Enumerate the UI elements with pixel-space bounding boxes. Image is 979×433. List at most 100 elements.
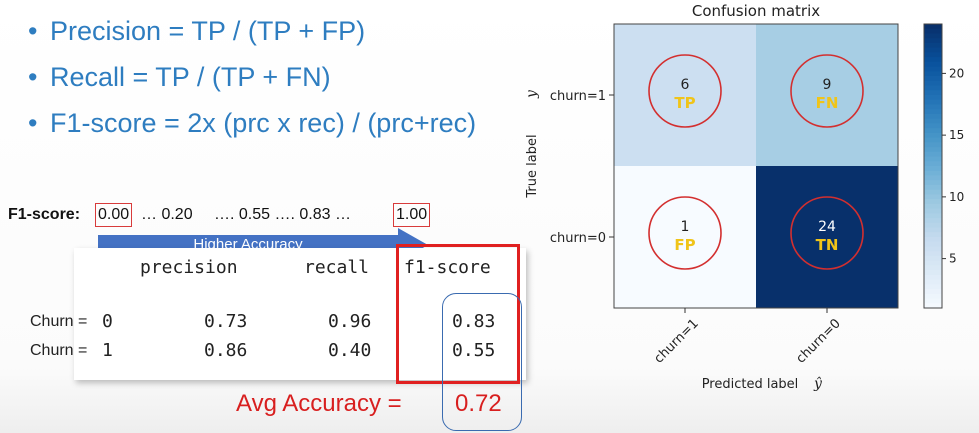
colorbar-segment bbox=[924, 180, 942, 186]
header-recall: recall bbox=[304, 257, 370, 278]
colorbar-segment bbox=[924, 227, 942, 233]
row-1-precision: 0.86 bbox=[204, 340, 248, 361]
colorbar-segment bbox=[924, 298, 942, 304]
colorbar-segment bbox=[924, 38, 942, 44]
f1-scale-max: 1.00 bbox=[392, 203, 431, 227]
colorbar-segment bbox=[924, 128, 942, 134]
colorbar-tick-label: 20 bbox=[949, 66, 964, 80]
f1-bullet: • F1-score = 2x (prc x rec) / (prc+rec) bbox=[28, 100, 476, 146]
chart-title: Confusion matrix bbox=[692, 2, 820, 20]
colorbar-segment bbox=[924, 260, 942, 266]
colorbar-segment bbox=[924, 199, 942, 205]
y-tick-label: churn=0 bbox=[550, 231, 606, 246]
colorbar-segment bbox=[924, 161, 942, 167]
colorbar-segment bbox=[924, 274, 942, 281]
y-axis-symbol: y bbox=[524, 89, 540, 99]
colorbar-segment bbox=[924, 151, 942, 158]
row-0-f1: 0.83 bbox=[452, 311, 496, 332]
heatmap-cell bbox=[614, 24, 756, 166]
colorbar-segment bbox=[924, 303, 942, 309]
colorbar-segment bbox=[924, 28, 942, 35]
row-0-recall: 0.96 bbox=[328, 311, 372, 332]
x-tick-label: churn=1 bbox=[652, 316, 702, 366]
colorbar-segment bbox=[924, 104, 942, 110]
bullet-dot: • bbox=[28, 108, 38, 138]
colorbar-segment bbox=[924, 118, 942, 124]
precision-formula: Precision = TP / (TP + FP) bbox=[50, 16, 366, 46]
recall-formula: Recall = TP / (TP + FN) bbox=[50, 62, 331, 92]
row-0-class: 0 bbox=[102, 311, 113, 332]
colorbar-segment bbox=[924, 293, 942, 300]
cell-highlight-circle bbox=[648, 54, 722, 128]
colorbar-segment bbox=[924, 95, 942, 101]
cell-tag: FN bbox=[816, 94, 839, 112]
colorbar-segment bbox=[924, 279, 942, 285]
colorbar-segment bbox=[924, 66, 942, 72]
cell-value: 9 bbox=[823, 77, 832, 93]
colorbar-segment bbox=[924, 109, 942, 115]
colorbar-segment bbox=[924, 237, 942, 243]
formula-list: • Precision = TP / (TP + FP) • Recall = TP… bbox=[28, 8, 476, 146]
heatmap-cell bbox=[614, 166, 756, 308]
avg-accuracy-label: Avg Accuracy = bbox=[236, 390, 402, 417]
colorbar-segment bbox=[924, 76, 942, 82]
colorbar-segment bbox=[924, 156, 942, 162]
colorbar-segment bbox=[924, 99, 942, 106]
f1-scale-mid-a: … 0.20 bbox=[141, 206, 193, 223]
colorbar-tick-label: 10 bbox=[949, 190, 964, 204]
cell-tag: TN bbox=[816, 236, 839, 254]
f1-column-highlight bbox=[396, 244, 520, 384]
cell-highlight-circle bbox=[790, 54, 864, 128]
colorbar-segment bbox=[924, 47, 942, 53]
f1-scale-mid-b: …. 0.55 …. 0.83 … bbox=[214, 206, 351, 223]
cell-tag: TP bbox=[674, 94, 695, 112]
matrix-frame bbox=[613, 23, 899, 309]
colorbar-segment bbox=[924, 147, 942, 153]
colorbar-segment bbox=[924, 80, 942, 87]
cell-value: 6 bbox=[681, 77, 690, 93]
f1-values-outline bbox=[442, 293, 522, 431]
recall-bullet: • Recall = TP / (TP + FN) bbox=[28, 54, 476, 100]
colorbar-segment bbox=[924, 142, 942, 148]
colorbar-segment bbox=[924, 175, 942, 181]
colorbar-segment bbox=[924, 42, 942, 49]
row-1-label: Churn = bbox=[30, 342, 88, 359]
heatmap-cell bbox=[756, 166, 898, 308]
colorbar-segment bbox=[924, 123, 942, 129]
x-axis-label: Predicted label bbox=[702, 377, 799, 392]
colorbar-frame bbox=[923, 23, 943, 309]
header-precision: precision bbox=[140, 257, 238, 278]
row-0-label: Churn = bbox=[30, 313, 88, 330]
f1-scale-label: F1-score: bbox=[8, 206, 81, 223]
y-tick-label: churn=1 bbox=[550, 89, 606, 104]
row-0-precision: 0.73 bbox=[204, 311, 248, 332]
colorbar-segment bbox=[924, 90, 942, 96]
row-1-recall: 0.40 bbox=[328, 340, 372, 361]
f1-formula: F1-score = 2x (prc x rec) / (prc+rec) bbox=[50, 108, 477, 138]
x-axis-symbol: ŷ bbox=[813, 375, 823, 392]
bullet-dot: • bbox=[28, 62, 38, 92]
colorbar-segment bbox=[924, 289, 942, 295]
y-axis-label: True label bbox=[525, 134, 540, 198]
colorbar-tick-label: 15 bbox=[949, 128, 964, 142]
colorbar-segment bbox=[924, 52, 942, 58]
colorbar-segment bbox=[924, 218, 942, 224]
colorbar-segment bbox=[924, 71, 942, 77]
colorbar-segment bbox=[924, 222, 942, 229]
header-f1: f1-score bbox=[404, 257, 491, 278]
classification-report bbox=[74, 248, 526, 380]
colorbar-segment bbox=[924, 251, 942, 257]
cell-highlight-circle bbox=[648, 196, 722, 270]
colorbar-segment bbox=[924, 265, 942, 271]
colorbar-segment bbox=[924, 137, 942, 143]
colorbar-segment bbox=[924, 33, 942, 39]
colorbar-segment bbox=[924, 132, 942, 139]
bullet-dot: • bbox=[28, 16, 38, 46]
colorbar-segment bbox=[924, 241, 942, 248]
colorbar-segment bbox=[924, 232, 942, 238]
colorbar-segment bbox=[924, 284, 942, 290]
colorbar-segment bbox=[924, 270, 942, 276]
colorbar-segment bbox=[924, 24, 942, 30]
